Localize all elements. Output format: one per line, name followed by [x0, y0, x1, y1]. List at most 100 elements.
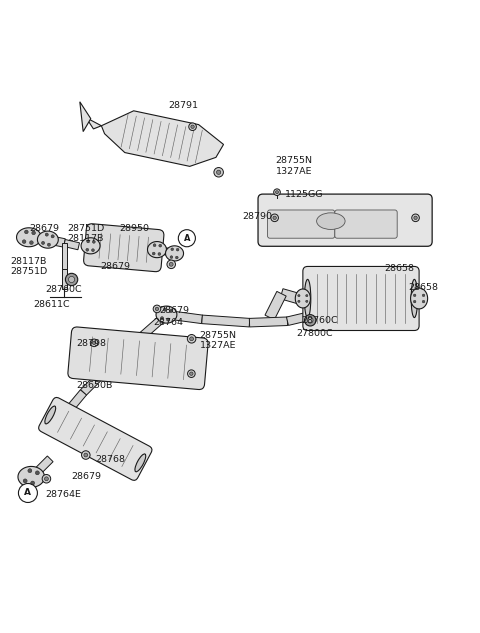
Circle shape — [190, 337, 193, 341]
Text: 28679: 28679 — [29, 224, 59, 233]
Text: 28117B
28751D: 28117B 28751D — [10, 257, 47, 277]
Circle shape — [171, 248, 174, 251]
Text: 28650B: 28650B — [76, 381, 113, 390]
Polygon shape — [166, 246, 183, 261]
Bar — [69, 390, 86, 409]
Bar — [59, 404, 75, 421]
Circle shape — [31, 481, 35, 485]
FancyBboxPatch shape — [258, 194, 432, 246]
Circle shape — [36, 471, 39, 475]
Circle shape — [42, 475, 51, 483]
Circle shape — [87, 240, 90, 243]
Text: 28760C: 28760C — [301, 316, 338, 325]
Circle shape — [48, 243, 50, 246]
Polygon shape — [37, 231, 58, 248]
Text: 1125GG: 1125GG — [285, 190, 324, 199]
Text: 28950: 28950 — [119, 224, 149, 233]
Circle shape — [18, 484, 37, 503]
Circle shape — [176, 256, 178, 259]
Circle shape — [271, 214, 278, 222]
FancyBboxPatch shape — [38, 398, 152, 480]
Circle shape — [84, 453, 88, 457]
Polygon shape — [16, 228, 41, 247]
Circle shape — [412, 214, 420, 222]
Polygon shape — [295, 289, 311, 308]
Bar — [28, 468, 41, 480]
Circle shape — [169, 310, 172, 313]
Text: 28755N
1327AE: 28755N 1327AE — [200, 330, 237, 350]
FancyBboxPatch shape — [84, 223, 164, 272]
Text: 27800C: 27800C — [296, 329, 333, 337]
Text: 28658: 28658 — [384, 263, 415, 273]
Circle shape — [24, 230, 28, 234]
Circle shape — [23, 479, 27, 483]
Bar — [62, 269, 67, 289]
Circle shape — [190, 372, 193, 375]
FancyBboxPatch shape — [267, 210, 335, 238]
Bar — [202, 315, 250, 327]
Circle shape — [159, 244, 162, 247]
Polygon shape — [101, 111, 224, 166]
Circle shape — [92, 249, 95, 251]
Circle shape — [158, 253, 161, 255]
Circle shape — [304, 315, 316, 326]
Circle shape — [167, 260, 176, 268]
Circle shape — [32, 231, 36, 235]
Circle shape — [274, 189, 280, 196]
Circle shape — [153, 305, 161, 313]
Circle shape — [176, 248, 179, 251]
Circle shape — [28, 468, 32, 473]
Bar — [62, 243, 67, 269]
Bar — [166, 310, 203, 323]
Text: 28768: 28768 — [96, 455, 125, 464]
Circle shape — [179, 230, 195, 247]
Text: 28751D
28117B: 28751D 28117B — [67, 224, 104, 243]
Bar — [249, 317, 288, 327]
Circle shape — [188, 370, 195, 377]
Circle shape — [191, 125, 194, 128]
Circle shape — [45, 477, 48, 480]
Circle shape — [90, 339, 98, 347]
Circle shape — [189, 123, 196, 130]
Circle shape — [169, 263, 173, 266]
Text: 28790: 28790 — [242, 212, 272, 222]
Circle shape — [153, 244, 156, 247]
Bar — [81, 373, 103, 395]
Polygon shape — [81, 238, 100, 254]
Bar — [97, 354, 122, 379]
Text: A: A — [184, 234, 190, 242]
Circle shape — [86, 248, 89, 251]
FancyBboxPatch shape — [303, 266, 419, 330]
Circle shape — [92, 241, 95, 243]
Circle shape — [298, 300, 300, 303]
Circle shape — [306, 294, 308, 297]
Circle shape — [163, 308, 167, 311]
Text: 28658: 28658 — [408, 282, 438, 292]
Circle shape — [422, 294, 425, 297]
Text: 28791: 28791 — [168, 101, 198, 110]
Text: 28760C: 28760C — [46, 285, 82, 294]
Circle shape — [69, 277, 75, 282]
Circle shape — [276, 191, 278, 194]
Circle shape — [51, 235, 54, 238]
Ellipse shape — [317, 213, 345, 229]
Bar — [116, 332, 145, 360]
Text: 28755N
1327AE: 28755N 1327AE — [276, 156, 312, 176]
Ellipse shape — [45, 406, 56, 424]
Text: 28679: 28679 — [100, 262, 130, 271]
Ellipse shape — [411, 279, 418, 318]
Circle shape — [214, 168, 223, 177]
Circle shape — [414, 216, 417, 220]
Polygon shape — [147, 242, 167, 258]
Circle shape — [93, 341, 96, 344]
FancyBboxPatch shape — [335, 210, 397, 238]
Bar — [140, 311, 169, 339]
Ellipse shape — [304, 279, 311, 318]
Polygon shape — [80, 102, 91, 132]
Text: 28679: 28679 — [159, 306, 189, 315]
Bar — [311, 301, 330, 318]
Bar — [280, 289, 300, 303]
Polygon shape — [86, 118, 101, 129]
Circle shape — [422, 300, 425, 303]
Text: 28764: 28764 — [154, 318, 184, 327]
